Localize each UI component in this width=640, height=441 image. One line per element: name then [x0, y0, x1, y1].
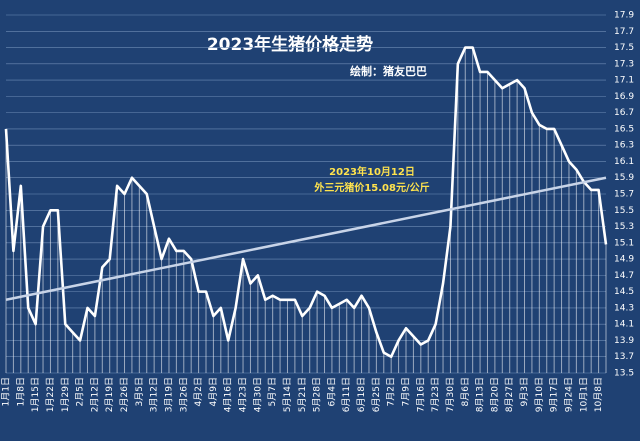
y-tick-label: 15.9	[614, 173, 634, 183]
x-tick-label: 1月22日	[45, 377, 56, 412]
x-tick-label: 8月27日	[504, 377, 515, 412]
y-tick-label: 13.9	[614, 336, 634, 346]
x-tick-label: 6月25日	[371, 377, 382, 412]
x-tick-label: 8月13日	[475, 377, 486, 412]
y-tick-label: 14.1	[614, 320, 634, 330]
y-tick-label: 14.3	[614, 303, 634, 313]
x-tick-label: 1月15日	[30, 377, 41, 412]
x-tick-label: 8月20日	[489, 377, 500, 412]
x-tick-label: 5月28日	[312, 377, 323, 412]
x-tick-label: 5月21日	[297, 377, 308, 412]
x-tick-label: 7月16日	[415, 377, 426, 412]
x-tick-label: 1月8日	[15, 377, 26, 406]
x-tick-label: 4月9日	[208, 377, 219, 406]
x-tick-label: 6月18日	[356, 377, 367, 412]
x-tick-label: 1月29日	[60, 377, 71, 412]
y-tick-label: 17.7	[614, 27, 634, 37]
x-tick-label: 2月26日	[119, 377, 130, 412]
x-tick-label: 9月3日	[519, 377, 530, 406]
x-tick-label: 6月4日	[326, 377, 337, 406]
x-tick-label: 9月10日	[534, 377, 545, 412]
y-tick-label: 17.1	[614, 76, 634, 86]
x-tick-label: 4月2日	[193, 377, 204, 406]
y-tick-label: 16.7	[614, 108, 634, 118]
x-tick-label: 2月5日	[75, 377, 86, 406]
x-tick-label: 2月19日	[104, 377, 115, 412]
y-tick-label: 16.1	[614, 157, 634, 167]
y-tick-label: 17.3	[614, 59, 634, 69]
x-tick-label: 7月9日	[401, 377, 412, 406]
annotation: 外三元猪价15.08元/公斤	[313, 181, 429, 194]
y-tick-label: 16.9	[614, 92, 634, 102]
x-tick-label: 5月14日	[282, 377, 293, 412]
x-tick-label: 3月5日	[134, 377, 145, 406]
x-tick-label: 9月17日	[549, 377, 560, 412]
y-tick-label: 17.5	[614, 43, 634, 53]
x-tick-label: 1月1日	[1, 377, 12, 406]
y-tick-label: 15.1	[614, 238, 634, 248]
x-tick-label: 4月30日	[252, 377, 263, 412]
x-tick-label: 10月1日	[578, 377, 589, 412]
y-tick-label: 13.5	[614, 369, 634, 379]
x-tick-label: 10月8日	[593, 377, 604, 412]
x-tick-label: 4月23日	[238, 377, 249, 412]
chart-subtitle: 绘制：猪友巴巴	[350, 64, 427, 78]
y-tick-label: 13.7	[614, 352, 634, 362]
trend-line	[5, 176, 607, 301]
y-tick-label: 17.9	[614, 11, 634, 21]
x-tick-label: 7月30日	[445, 377, 456, 412]
y-tick-label: 15.3	[614, 222, 634, 232]
y-tick-label: 15.7	[614, 190, 634, 200]
y-tick-label: 14.9	[614, 255, 634, 265]
y-tick-label: 15.5	[614, 206, 634, 216]
chart-title: 2023年生猪价格走势	[207, 34, 373, 55]
x-tick-label: 3月26日	[178, 377, 189, 412]
x-tick-label: 7月2日	[386, 377, 397, 406]
x-tick-label: 3月19日	[163, 377, 174, 412]
y-tick-label: 16.5	[614, 124, 634, 134]
x-tick-label: 2月12日	[89, 377, 100, 412]
x-tick-label: 3月12日	[149, 377, 160, 412]
x-tick-label: 6月11日	[341, 377, 352, 412]
price-line	[4, 46, 608, 359]
x-tick-label: 8月6日	[460, 377, 471, 406]
x-tick-label: 9月24日	[563, 377, 574, 412]
y-tick-label: 14.7	[614, 271, 634, 281]
y-tick-label: 16.3	[614, 141, 634, 151]
x-tick-label: 7月23日	[430, 377, 441, 412]
x-tick-label: 4月16日	[223, 377, 234, 412]
x-tick-label: 5月7日	[267, 377, 278, 406]
y-tick-label: 14.5	[614, 287, 634, 297]
annotation: 2023年10月12日	[329, 165, 415, 178]
